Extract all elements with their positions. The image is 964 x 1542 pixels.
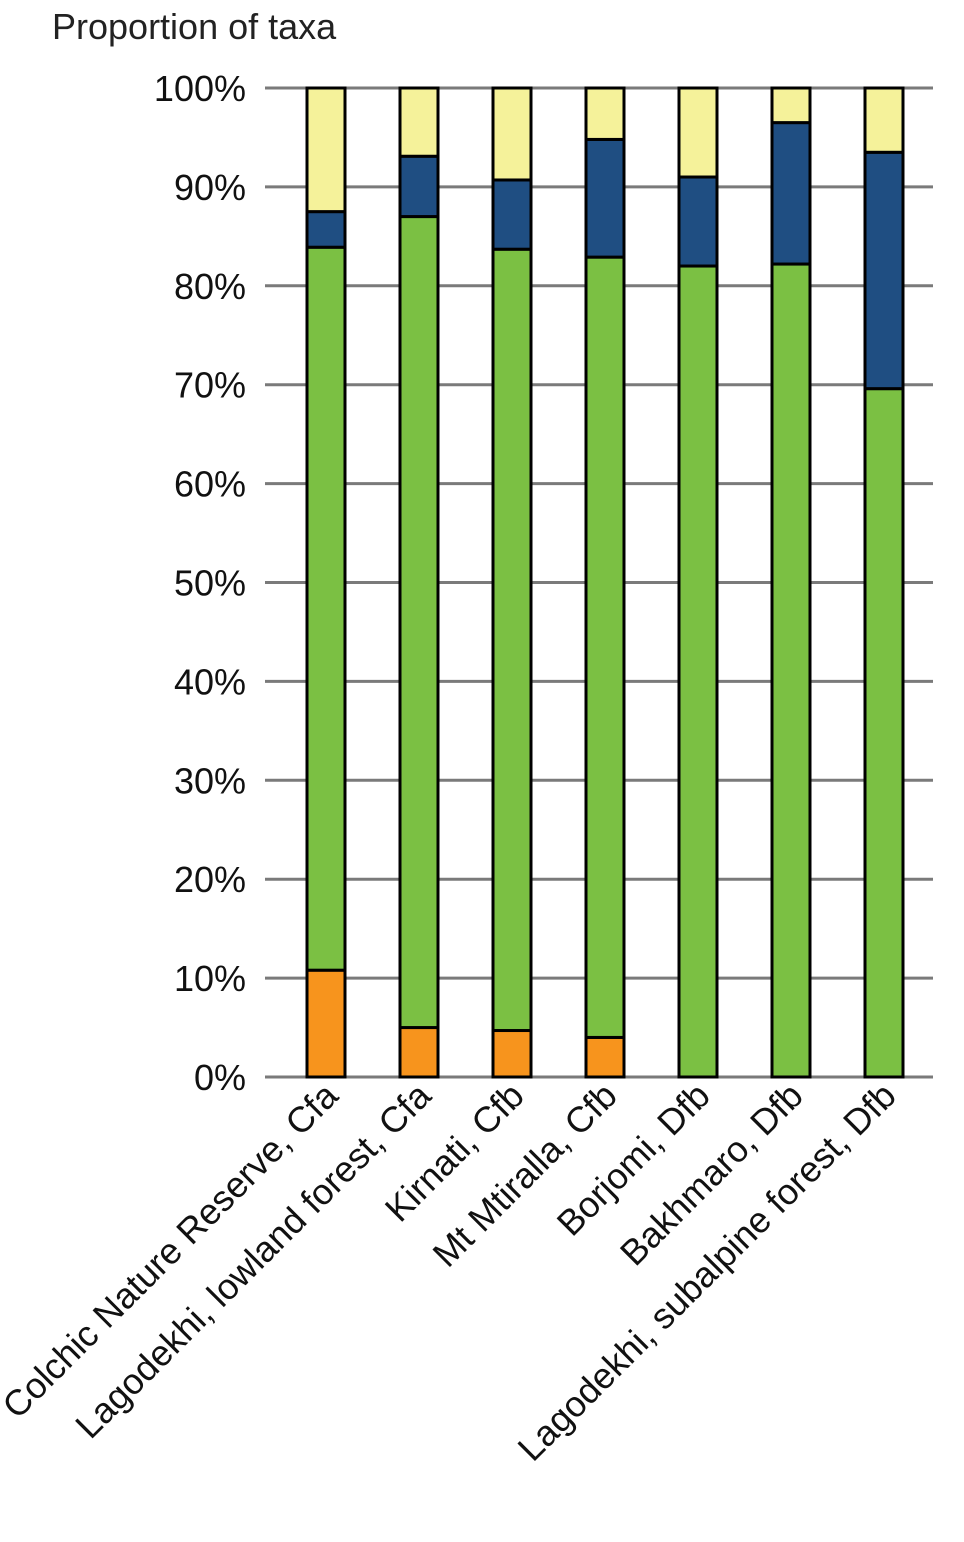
y-tick-label: 20% <box>174 859 246 900</box>
bar-segment <box>398 154 440 219</box>
bar-segment <box>863 86 905 154</box>
y-tick-label: 70% <box>174 365 246 406</box>
bar-segment <box>305 968 347 1079</box>
bar-segment <box>677 175 719 268</box>
y-tick-label: 10% <box>174 958 246 999</box>
bar-segment <box>305 210 347 249</box>
bar-segment <box>491 1029 533 1079</box>
bar-segment <box>584 255 626 1039</box>
y-tick-label: 80% <box>174 266 246 307</box>
y-tick-label: 90% <box>174 167 246 208</box>
bar-segment <box>770 86 812 125</box>
y-tick-label: 40% <box>174 661 246 702</box>
y-tick-label: 100% <box>154 68 246 109</box>
bar-segment <box>491 178 533 251</box>
y-tick-label: 60% <box>174 464 246 505</box>
bar-segment <box>863 150 905 391</box>
bar-segment <box>305 245 347 972</box>
bar-segment <box>584 137 626 259</box>
bar-segment <box>584 1035 626 1079</box>
bar-segment <box>491 86 533 182</box>
x-tick-label: Colchic Nature Reserve, Cfa <box>0 1074 346 1426</box>
y-tick-labels: 0% 10% 20% 30% 40% 50% 60% 70% 80% 90% 100% <box>154 68 246 1098</box>
bar-segment <box>398 215 440 1030</box>
y-tick-label: 50% <box>174 563 246 604</box>
bar-segment <box>770 262 812 1079</box>
bar-segment <box>677 264 719 1079</box>
bar-segment <box>398 1026 440 1079</box>
bar-segment <box>491 247 533 1033</box>
bar-segment <box>677 86 719 179</box>
bars <box>305 86 905 1079</box>
x-tick-label: Lagodekhi, lowland forest, Cfa <box>67 1074 439 1446</box>
bar-segment <box>770 121 812 266</box>
y-tick-label: 0% <box>194 1057 246 1098</box>
bar-segment <box>305 86 347 214</box>
y-axis-title: Proportion of taxa <box>52 6 337 47</box>
bar-segment <box>584 86 626 141</box>
bar-segment <box>398 86 440 158</box>
bar-segment <box>863 387 905 1079</box>
y-tick-label: 30% <box>174 760 246 801</box>
